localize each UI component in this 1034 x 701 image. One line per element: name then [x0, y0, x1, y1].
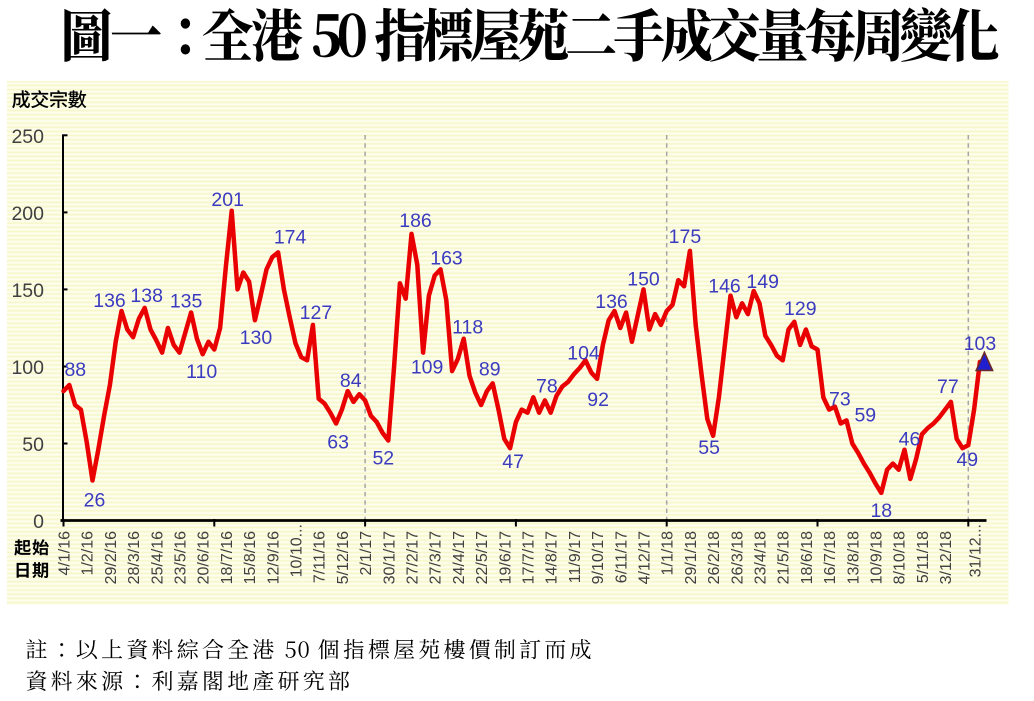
- svg-text:136: 136: [595, 291, 628, 313]
- svg-text:92: 92: [587, 389, 609, 411]
- svg-text:28/3/16: 28/3/16: [126, 531, 143, 584]
- svg-text:30/1/17: 30/1/17: [381, 531, 398, 584]
- svg-text:129: 129: [784, 298, 817, 320]
- svg-text:27/3/17: 27/3/17: [428, 531, 445, 584]
- svg-text:29/2/16: 29/2/16: [103, 531, 120, 584]
- svg-text:47: 47: [502, 451, 524, 473]
- svg-text:200: 200: [11, 203, 44, 225]
- svg-text:136: 136: [93, 290, 126, 312]
- svg-text:250: 250: [11, 126, 44, 148]
- svg-text:88: 88: [64, 359, 86, 381]
- svg-text:52: 52: [372, 448, 394, 470]
- svg-text:24/4/17: 24/4/17: [451, 531, 468, 584]
- svg-text:26/2/18: 26/2/18: [706, 531, 723, 584]
- svg-text:50: 50: [22, 434, 44, 456]
- svg-text:84: 84: [340, 370, 362, 392]
- svg-text:89: 89: [479, 358, 501, 380]
- svg-text:27/2/17: 27/2/17: [405, 531, 422, 584]
- svg-text:10/10...: 10/10...: [289, 524, 306, 577]
- svg-text:31/12...: 31/12...: [967, 524, 984, 577]
- svg-text:100: 100: [11, 357, 44, 379]
- svg-text:6/11/17: 6/11/17: [613, 531, 630, 583]
- svg-text:18: 18: [870, 500, 892, 522]
- svg-text:150: 150: [11, 280, 44, 302]
- svg-text:4/12/17: 4/12/17: [637, 531, 654, 584]
- svg-text:138: 138: [130, 285, 163, 307]
- svg-text:20/6/16: 20/6/16: [196, 531, 213, 584]
- svg-text:18/7/16: 18/7/16: [219, 531, 236, 584]
- svg-text:78: 78: [536, 375, 558, 397]
- svg-text:110: 110: [186, 361, 217, 383]
- svg-text:7/11/16: 7/11/16: [312, 531, 329, 583]
- svg-text:23/5/16: 23/5/16: [173, 531, 190, 584]
- svg-text:12/9/16: 12/9/16: [265, 531, 282, 584]
- svg-text:13/8/18: 13/8/18: [845, 531, 862, 584]
- svg-text:25/4/16: 25/4/16: [149, 531, 166, 584]
- svg-text:26/3/18: 26/3/18: [729, 531, 746, 584]
- svg-text:118: 118: [452, 317, 483, 339]
- svg-text:135: 135: [170, 291, 203, 313]
- svg-text:1/1/18: 1/1/18: [660, 531, 677, 576]
- svg-text:5/11/18: 5/11/18: [915, 531, 932, 583]
- svg-text:29/1/18: 29/1/18: [683, 531, 700, 584]
- svg-text:16/7/18: 16/7/18: [822, 531, 839, 584]
- svg-text:2/1/17: 2/1/17: [358, 531, 375, 576]
- svg-text:22/5/17: 22/5/17: [474, 531, 491, 584]
- svg-text:59: 59: [854, 405, 876, 427]
- svg-text:9/10/17: 9/10/17: [590, 531, 607, 584]
- svg-text:15/8/16: 15/8/16: [242, 531, 259, 584]
- svg-text:19/6/17: 19/6/17: [497, 531, 514, 584]
- svg-text:0: 0: [33, 511, 44, 533]
- svg-text:150: 150: [627, 268, 660, 290]
- svg-text:149: 149: [746, 271, 779, 293]
- svg-text:104: 104: [567, 342, 600, 364]
- svg-text:21/5/18: 21/5/18: [776, 531, 793, 584]
- svg-text:23/4/18: 23/4/18: [753, 531, 770, 584]
- svg-text:3/12/18: 3/12/18: [938, 531, 955, 584]
- svg-text:186: 186: [399, 210, 432, 232]
- svg-text:5/12/16: 5/12/16: [335, 531, 352, 584]
- svg-text:14/8/17: 14/8/17: [544, 531, 561, 584]
- svg-text:1/2/16: 1/2/16: [80, 531, 97, 576]
- svg-text:174: 174: [274, 226, 307, 248]
- svg-text:163: 163: [430, 247, 463, 269]
- svg-text:17/7/17: 17/7/17: [521, 531, 538, 584]
- svg-text:146: 146: [708, 276, 741, 298]
- svg-text:77: 77: [937, 376, 959, 398]
- svg-text:175: 175: [669, 226, 702, 248]
- svg-text:49: 49: [956, 449, 978, 471]
- svg-text:109: 109: [411, 357, 444, 379]
- svg-text:201: 201: [211, 189, 244, 211]
- svg-text:46: 46: [899, 429, 921, 451]
- svg-text:26: 26: [84, 490, 106, 512]
- svg-text:10/9/18: 10/9/18: [869, 531, 886, 584]
- svg-text:127: 127: [300, 302, 333, 324]
- svg-text:18/6/18: 18/6/18: [799, 531, 816, 584]
- svg-text:103: 103: [964, 333, 997, 355]
- svg-text:11/9/17: 11/9/17: [567, 531, 584, 583]
- svg-text:73: 73: [829, 389, 851, 411]
- svg-text:55: 55: [698, 437, 720, 459]
- svg-text:63: 63: [327, 432, 349, 454]
- svg-text:8/10/18: 8/10/18: [892, 531, 909, 584]
- svg-text:130: 130: [240, 327, 273, 349]
- svg-text:4/1/16: 4/1/16: [57, 531, 74, 576]
